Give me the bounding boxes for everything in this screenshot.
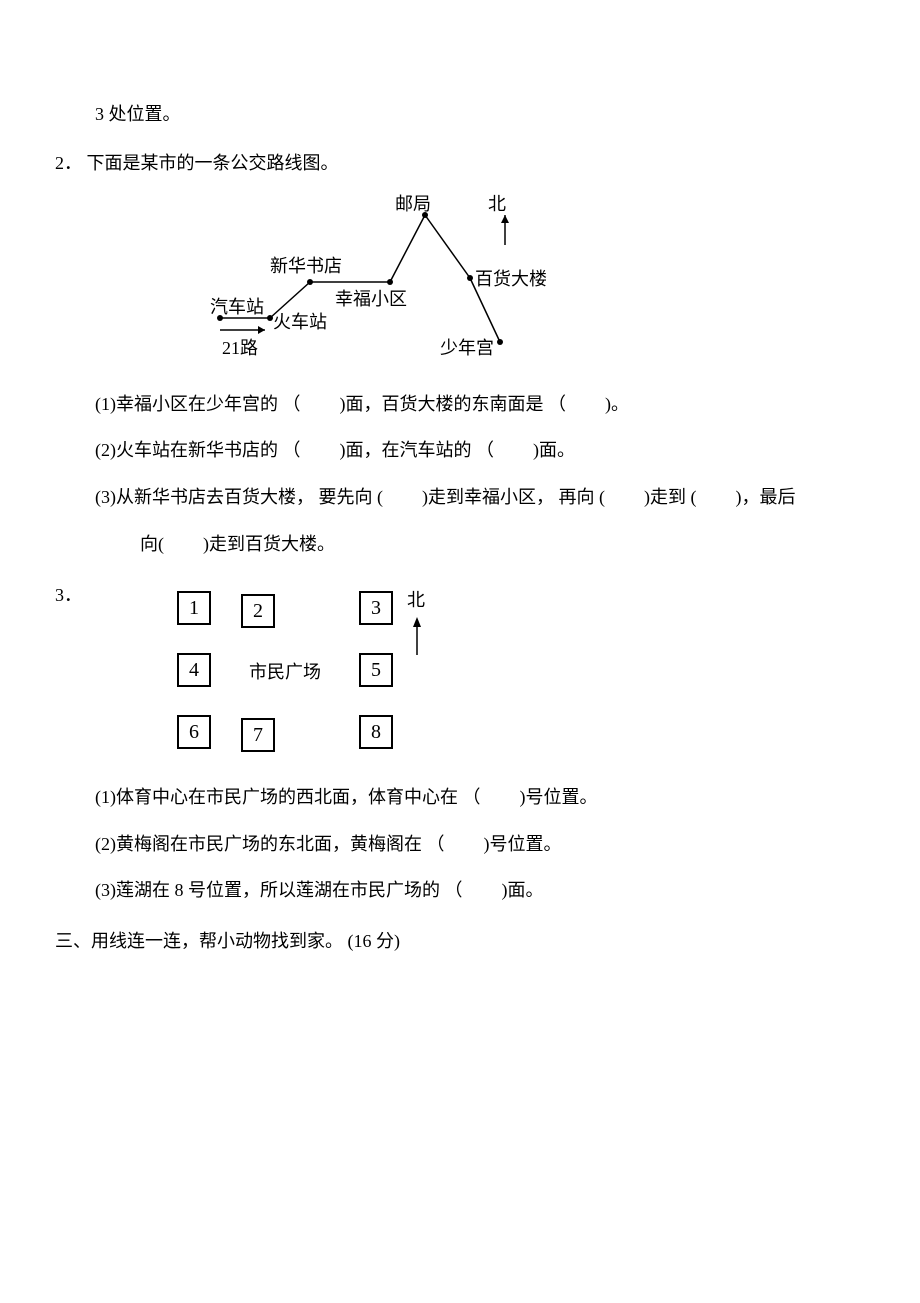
label-xinhua: 新华书店 [270,252,342,281]
label-route: 21路 [222,334,258,363]
q2-sub3-line2: 向( )走到百货大楼。 [30,530,890,559]
label-huoche: 火车站 [273,308,327,337]
north-arrow-icon [407,615,427,655]
label-xingfu: 幸福小区 [335,285,407,314]
q3-sub1-b: )号位置。 [520,787,598,807]
q3-sub3: (3)莲湖在 8 号位置，所以莲湖在市民广场的 （ )面。 [30,876,890,905]
q2-sub1-c: )。 [605,394,629,414]
dot-baihuo [467,275,473,281]
q3-num: 3． [55,581,82,771]
q3-sub3-b: )面。 [502,880,544,900]
q3-row: 3． 1 2 3 4 市民广场 5 6 7 8 北 [30,581,890,771]
q3-sub2-a: (2)黄梅阁在市民广场的东北面，黄梅阁在 （ [95,834,445,854]
dot-shaonian [497,339,503,345]
q3-sub1-a: (1)体育中心在市民广场的西北面，体育中心在 （ [95,787,481,807]
q2-title-line: 2． 下面是某市的一条公交路线图。 [30,149,890,178]
section3-title: 三、用线连一连，帮小动物找到家。 (16 分) [30,927,890,956]
label-shaonian: 少年宫 [440,334,494,363]
north-indicator: 北 [407,586,427,655]
q3-sub2: (2)黄梅阁在市民广场的东北面，黄梅阁在 （ )号位置。 [30,830,890,859]
q3-sub1: (1)体育中心在市民广场的西北面，体育中心在 （ )号位置。 [30,783,890,812]
cell-2: 2 [241,594,275,628]
q2-num: 2． [55,153,82,173]
q2-sub1-a: (1)幸福小区在少年宫的 （ [95,394,301,414]
q2-sub1-b: )面，百货大楼的东南面是 （ [340,394,567,414]
q3-sub3-a: (3)莲湖在 8 号位置，所以莲湖在市民广场的 （ [95,880,463,900]
cell-4: 4 [177,653,211,687]
section3-text: 三、用线连一连，帮小动物找到家。 (16 分) [55,931,400,951]
cell-1: 1 [177,591,211,625]
q2-sub3-f: )走到百货大楼。 [203,534,335,554]
cell-center: 市民广场 [241,653,329,693]
label-qiche: 汽车站 [210,293,264,322]
cell-5: 5 [359,653,393,687]
grid-diagram: 1 2 3 4 市民广场 5 6 7 8 北 [177,591,457,751]
q2-sub3-e: 向( [140,534,164,554]
intro-text: 3 处位置。 [95,104,181,124]
cell-3: 3 [359,591,393,625]
q3-sub2-b: )号位置。 [484,834,562,854]
q2-sub3-a: (3)从新华书店去百货大楼， 要先向 ( [95,487,383,507]
q2-sub2-c: )面。 [533,440,575,460]
cell-7: 7 [241,718,275,752]
label-baihuo: 百货大楼 [475,265,547,294]
label-post: 邮局 [395,190,431,219]
q2-sub3-c: )走到 ( [644,487,697,507]
cell-8: 8 [359,715,393,749]
q2-sub3-d: )，最后 [735,487,795,507]
label-north: 北 [488,190,506,219]
q2-sub1: (1)幸福小区在少年宫的 （ )面，百货大楼的东南面是 （ )。 [30,390,890,419]
q2-sub2-a: (2)火车站在新华书店的 （ [95,440,301,460]
intro-fragment: 3 处位置。 [30,100,890,129]
q2-title: 下面是某市的一条公交路线图。 [87,153,339,173]
cell-6: 6 [177,715,211,749]
q2-sub2: (2)火车站在新华书店的 （ )面，在汽车站的 （ )面。 [30,436,890,465]
q2-sub3-b: )走到幸福小区， 再向 ( [422,487,605,507]
bus-route-diagram: 邮局 北 新华书店 幸福小区 百货大楼 汽车站 火车站 21路 少年宫 [210,190,590,370]
q2-sub2-b: )面，在汽车站的 （ [340,440,495,460]
q2-sub3-line1: (3)从新华书店去百货大楼， 要先向 ( )走到幸福小区， 再向 ( )走到 (… [30,483,890,512]
north-label: 北 [407,586,427,615]
